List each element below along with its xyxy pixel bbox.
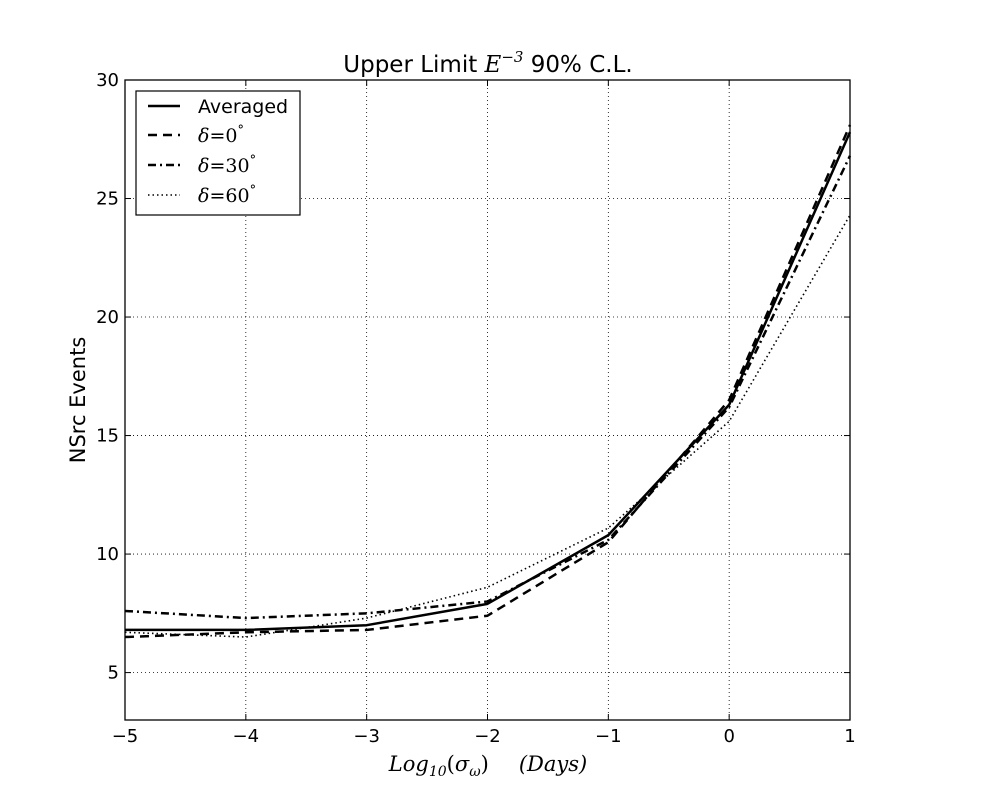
series-lines [124,124,852,639]
legend-delta-60-value: =60 [209,185,249,207]
legend-box [135,90,301,216]
series-line-1 [124,124,852,639]
legend-delta-60-degree: ° [250,183,257,198]
y-tick-label: 15 [96,426,119,447]
title-math-exponent: −3 [501,48,523,66]
x-label-log: Log [388,752,429,776]
x-label-units: (Days) [519,752,587,776]
series-line-3 [124,214,851,638]
chart-title: Upper Limit E−3 90% C.L. [343,48,632,78]
x-label-log-base: 10 [429,764,447,780]
legend-delta-60-symbol: δ [198,185,209,207]
x-tick-label: 1 [844,726,855,747]
x-tick-label: −3 [353,726,380,747]
y-tick-label: 5 [108,663,119,684]
legend-delta-30-degree: ° [250,153,257,168]
legend-delta-0-value: =0 [209,125,237,147]
legend-delta-0-symbol: δ [198,125,209,147]
legend-delta-30-symbol: δ [198,155,209,177]
x-tick-label: −4 [233,726,260,747]
x-label-sigma: σ [455,752,470,776]
x-tick-label: −2 [474,726,501,747]
y-tick-label: 25 [96,189,119,210]
x-label-open-paren: ( [447,752,455,776]
legend-delta-30-value: =30 [209,155,249,177]
title-suffix: 90% C.L. [523,52,632,78]
title-math-base: E [484,52,502,78]
x-tick-label: −5 [112,726,139,747]
y-tick-label: 20 [96,307,119,328]
x-axis-label: Log10(σω) (Days) [388,752,587,780]
x-label-close-paren: ) [481,752,489,776]
legend-label-delta-60: δ=60° [198,183,256,207]
series-line-0 [125,131,852,632]
legend-label-averaged: Averaged [198,96,288,118]
x-label-sigma-sub: ω [469,764,481,780]
legend-label-delta-30: δ=30° [198,153,256,177]
y-axis-label: NSrc Events [66,337,90,464]
x-tick-label: 0 [723,726,734,747]
legend-delta-0-degree: ° [237,123,244,138]
y-tick-label: 30 [96,70,119,91]
title-prefix: Upper Limit [343,52,484,78]
legend: Averaged δ=0° δ=30° δ=60° [135,90,301,216]
y-tick-label: 10 [96,544,119,565]
legend-label-delta-0: δ=0° [198,123,244,147]
legend-swatches [148,104,180,196]
x-tick-label: −1 [595,726,622,747]
series-line-2 [124,155,852,620]
